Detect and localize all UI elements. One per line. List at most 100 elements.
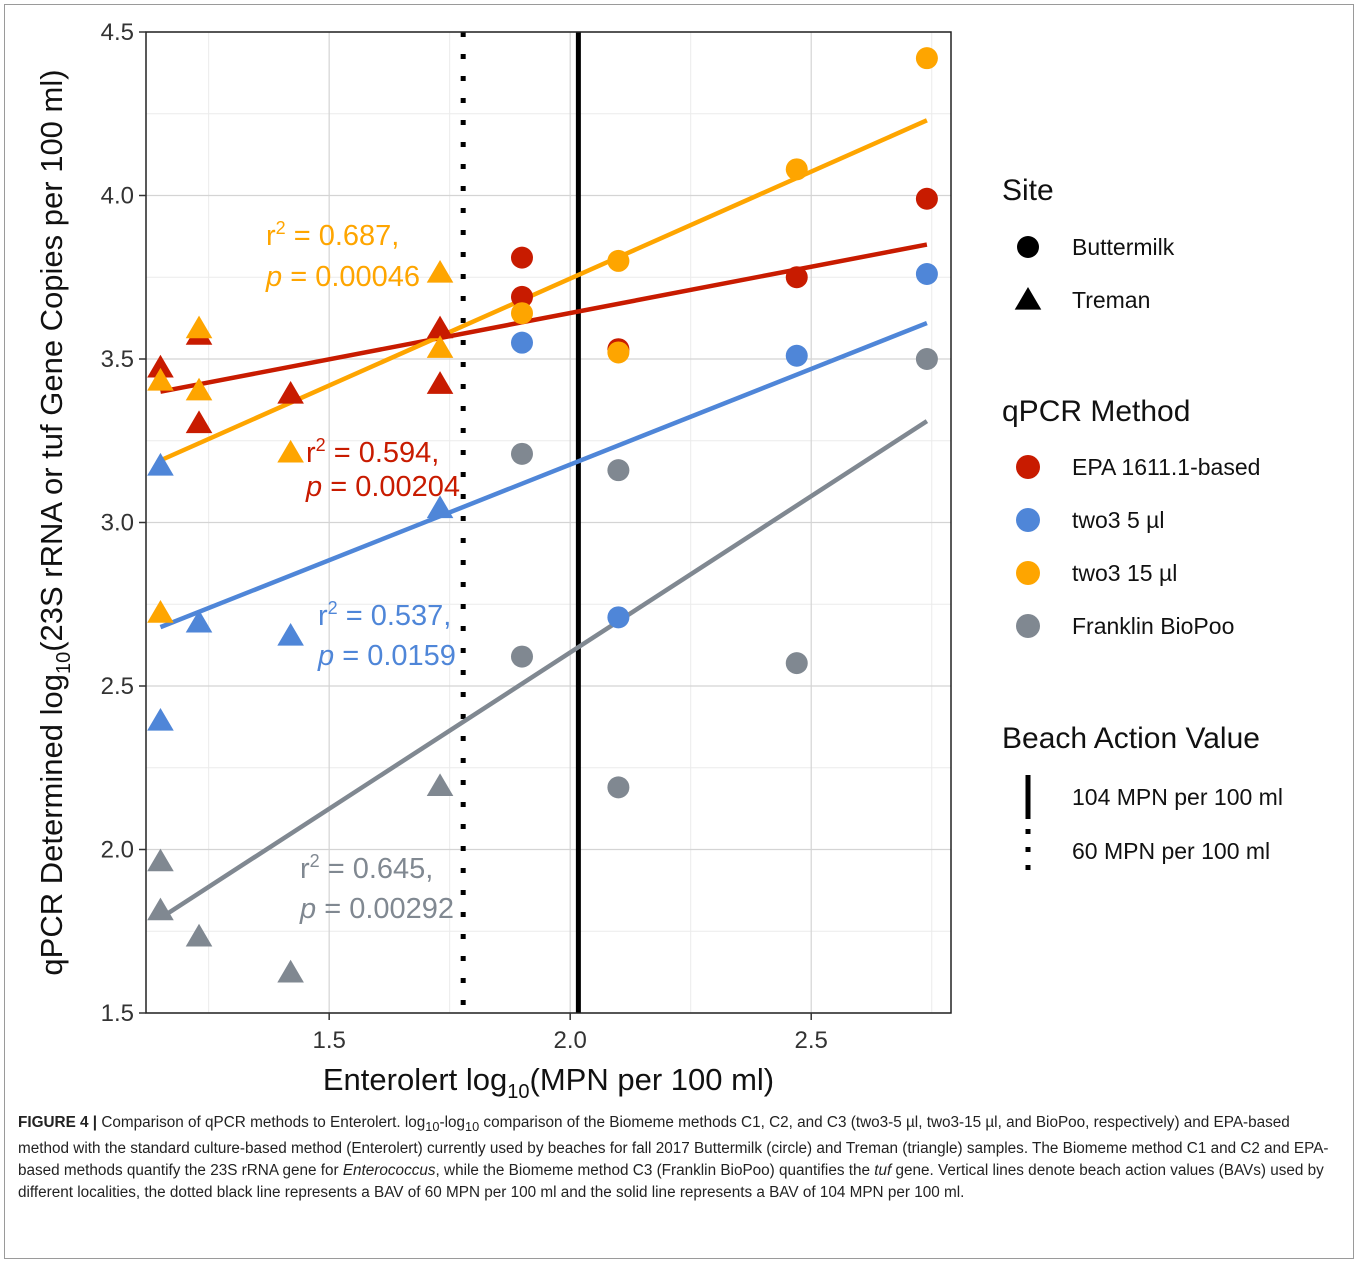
regression-line: [159, 419, 929, 921]
data-point-circle: [785, 344, 808, 367]
regression-line: [159, 320, 928, 630]
figure-label: FIGURE 4 |: [18, 1114, 98, 1131]
legend-color-icon: [1016, 561, 1040, 585]
legend-label: Buttermilk: [1072, 234, 1175, 260]
reference-lines: [460, 32, 581, 1013]
data-point-circle: [607, 249, 630, 272]
data-point-circle: [510, 645, 533, 668]
r-squared-text: r2 = 0.687,: [266, 218, 399, 252]
caption-subscript: 10: [425, 1119, 440, 1135]
r-squared-text: r2 = 0.645,: [300, 851, 433, 885]
data-point-circle: [915, 348, 938, 370]
data-point-triangle: [426, 315, 454, 339]
data-point-triangle: [426, 773, 454, 797]
y-tick-label: 1.5: [101, 1000, 134, 1027]
data-point-triangle: [147, 354, 174, 378]
p-value-text: p = 0.00046: [265, 261, 420, 293]
data-point-triangle: [426, 259, 454, 283]
data-point-triangle: [147, 367, 174, 391]
data-point-triangle: [147, 452, 174, 476]
caption-subscript: 10: [464, 1119, 480, 1135]
data-point-triangle: [185, 377, 213, 401]
y-tick-label: 2.0: [101, 837, 134, 864]
data-point-circle: [510, 302, 533, 325]
data-point-triangle: [185, 410, 213, 434]
data-point-triangle: [426, 371, 454, 394]
legend-title: qPCR Method: [1002, 395, 1190, 428]
regression-annotation: r2 = 0.537, p = 0.0159: [317, 598, 456, 672]
y-tick-label: 3.5: [101, 346, 134, 373]
legend-label: two3 15 µl: [1072, 560, 1177, 586]
x-tick-label: 2.5: [795, 1027, 828, 1054]
legend-color-icon: [1016, 455, 1040, 479]
caption-text: , while the Biomeme method C3 (Franklin …: [435, 1162, 875, 1180]
legend-label: 60 MPN per 100 ml: [1072, 838, 1270, 864]
x-tick-label: 1.5: [312, 1027, 345, 1054]
data-point-triangle: [277, 622, 304, 646]
y-tick-label: 4.5: [101, 19, 134, 46]
caption-text: Comparison of qPCR methods to Enterolert…: [97, 1114, 426, 1131]
legend-label: EPA 1611.1-based: [1072, 454, 1260, 480]
data-point-triangle: [426, 495, 454, 519]
figure-caption: FIGURE 4 | Comparison of qPCR methods to…: [18, 1112, 1340, 1204]
data-point-circle: [607, 459, 630, 482]
data-point-triangle: [147, 600, 174, 623]
data-point-triangle: [185, 315, 213, 339]
data-point-triangle: [426, 335, 454, 358]
data-point-circle: [607, 776, 630, 799]
data-point-triangle: [185, 923, 213, 947]
data-point-triangle: [147, 848, 174, 872]
caption-text: gene. Vertical lines denote beach action…: [18, 1162, 1324, 1202]
legend-title: Beach Action Value: [1002, 722, 1260, 755]
data-point-circle: [510, 246, 533, 269]
data-point-triangle: [185, 609, 213, 633]
legend-color-icon: [1016, 614, 1040, 638]
legend-triangle-icon: [1014, 287, 1042, 310]
data-point-circle: [785, 266, 808, 289]
figure-frame: [4, 4, 1354, 1259]
p-value-text: p = 0.0159: [317, 640, 456, 672]
data-point-triangle: [277, 380, 304, 404]
regression-annotation: r2 = 0.594,p = 0.00204: [305, 435, 460, 503]
grid: [146, 31, 951, 1014]
data-point-circle: [510, 442, 533, 465]
data-points: [147, 47, 938, 983]
data-point-triangle: [277, 439, 304, 463]
data-point-triangle: [147, 707, 174, 731]
legend-label: Franklin BioPoo: [1072, 613, 1234, 639]
tick-labels: 1.5 2.0 2.5 3.0 3.5 4.0 4.5 1.5 2.0 2.5: [101, 19, 828, 1054]
annotations: r2 = 0.594,p = 0.00204 r2 = 0.537, p = 0.0…: [265, 218, 460, 925]
data-point-circle: [510, 331, 533, 354]
legend-label: 104 MPN per 100 ml: [1072, 784, 1283, 810]
data-point-circle: [915, 187, 938, 210]
x-tick-label: 2.0: [554, 1027, 587, 1054]
legend-title: Site: [1002, 174, 1054, 207]
r-squared-text: r2 = 0.594,: [306, 435, 439, 469]
p-value-text: p = 0.00204: [305, 471, 460, 503]
scatter-chart: r2 = 0.594,p = 0.00204 r2 = 0.537, p = 0.0…: [34, 19, 1283, 1100]
y-axis-label: qPCR Determined log10(23S rRNA or tuf Ge…: [34, 69, 75, 975]
data-point-circle: [510, 285, 533, 308]
regression-annotation: r2 = 0.645, p = 0.00292: [299, 851, 454, 925]
data-point-circle: [607, 341, 630, 364]
legend-label: Treman: [1072, 287, 1150, 313]
r-squared-text: r2 = 0.537,: [318, 598, 451, 632]
caption-italic: tuf: [874, 1162, 892, 1180]
caption-text: comparison of the Biomeme methods C1, C2…: [18, 1114, 1329, 1180]
x-axis-label: Enterolert log10(MPN per 100 ml): [323, 1062, 774, 1100]
data-point-circle: [785, 652, 808, 675]
regression-annotation: r2 = 0.687, p = 0.00046: [265, 218, 420, 293]
legend-label: two3 5 µl: [1072, 507, 1165, 533]
data-point-circle: [785, 158, 808, 181]
data-point-circle: [607, 606, 630, 629]
legend-color-icon: [1016, 508, 1040, 532]
data-point-triangle: [147, 897, 174, 921]
y-tick-label: 3.0: [101, 510, 134, 537]
y-tick-label: 2.5: [101, 673, 134, 700]
legend-circle-icon: [1017, 236, 1039, 258]
p-value-text: p = 0.00292: [299, 893, 454, 925]
data-point-circle: [915, 262, 938, 285]
data-point-circle: [915, 47, 938, 70]
legend: Site Buttermilk Treman qPCR Method EPA 1611.…: [1002, 174, 1283, 873]
caption-text: -log: [439, 1114, 465, 1131]
